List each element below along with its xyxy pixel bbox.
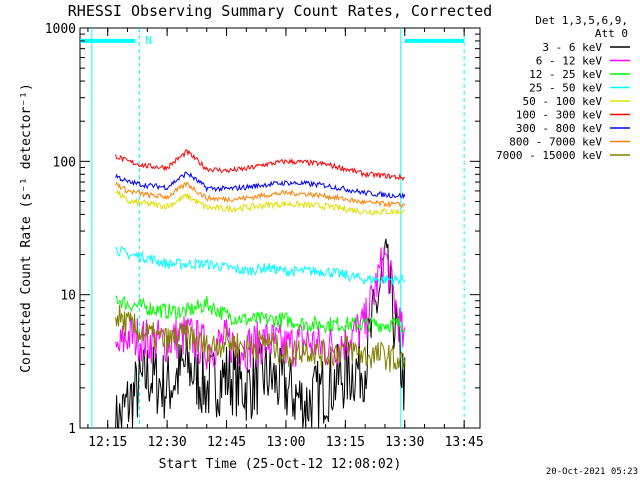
legend-label-8: 7000 - 15000 keV	[496, 149, 602, 162]
x-tick-label-3: 13:00	[266, 435, 305, 450]
x-tick-label-5: 13:30	[385, 435, 424, 450]
legend-header-line-2: Att 0	[595, 27, 628, 40]
x-tick-label-0: 12:15	[88, 435, 127, 450]
x-axis-label: Start Time (25-Oct-12 12:08:02)	[159, 457, 402, 472]
y-tick-label-0: 1	[68, 422, 76, 437]
annotation-0: N	[145, 34, 152, 47]
series-line-3	[115, 245, 406, 285]
x-tick-label-2: 12:45	[207, 435, 246, 450]
legend-label-0: 3 - 6 keV	[542, 41, 602, 54]
y-tick-label-2: 100	[53, 155, 76, 170]
series-line-2	[115, 295, 406, 334]
y-axis-label: Corrected Count Rate (s⁻¹ detector⁻¹)	[19, 83, 34, 373]
legend-label-6: 300 - 800 keV	[516, 122, 602, 135]
legend-label-5: 100 - 300 keV	[516, 109, 602, 122]
annotations: N	[145, 34, 152, 47]
legend-label-2: 12 - 25 keV	[529, 68, 602, 81]
x-tick-label-6: 13:45	[445, 435, 484, 450]
legend-label-1: 6 - 12 keV	[536, 55, 603, 68]
series-line-7	[115, 181, 406, 209]
legend-label-3: 25 - 50 keV	[529, 82, 602, 95]
footer-timestamp: 20-Oct-2021 05:23	[546, 467, 638, 477]
x-tick-label-1: 12:30	[148, 435, 187, 450]
x-axis-ticks: 12:15 12:30 12:45 13:00 13:15 13:30 13:45	[87, 28, 484, 450]
y-tick-label-3: 1000	[45, 22, 76, 37]
series-lines	[115, 149, 406, 429]
y-axis-ticks: 1 10 100 1000	[45, 22, 480, 437]
series-line-5	[115, 149, 405, 182]
y-tick-label-1: 10	[60, 289, 76, 304]
series-line-6	[115, 171, 406, 199]
series-line-4	[115, 189, 406, 216]
chart-title: RHESSI Observing Summary Count Rates, Co…	[68, 2, 492, 20]
plot-frame	[79, 27, 481, 429]
legend-label-7: 800 - 7000 keV	[509, 136, 602, 149]
series-line-8	[115, 304, 406, 373]
x-tick-label-4: 13:15	[326, 435, 365, 450]
legend-header-line-1: Det 1,3,5,6,9,	[535, 14, 628, 27]
legend-label-4: 50 - 100 keV	[523, 95, 603, 108]
